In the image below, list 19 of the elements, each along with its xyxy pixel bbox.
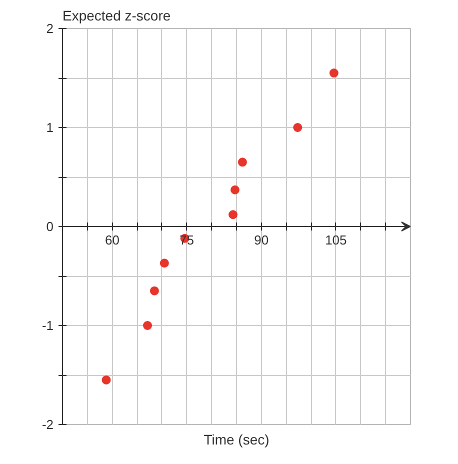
x-axis-title: Time (sec) [204, 432, 270, 448]
x-tick-label: 60 [104, 232, 120, 248]
point [230, 185, 240, 194]
y-tick-label: -1 [42, 318, 54, 333]
point [102, 375, 111, 384]
point [329, 68, 338, 78]
point [150, 286, 159, 296]
y-tick-label: 0 [46, 219, 54, 234]
x-tick-label: 105 [325, 232, 347, 248]
point [293, 123, 302, 132]
point [160, 258, 169, 268]
point [228, 210, 238, 220]
point [238, 158, 247, 167]
y-tick-label: 1 [46, 120, 54, 135]
point [143, 321, 152, 330]
x-tick-label: 90 [254, 232, 269, 248]
y-tick-label: 2 [46, 21, 54, 36]
y-axis-title: Expected z-score [62, 8, 171, 24]
y-tick-label: -2 [42, 417, 54, 432]
